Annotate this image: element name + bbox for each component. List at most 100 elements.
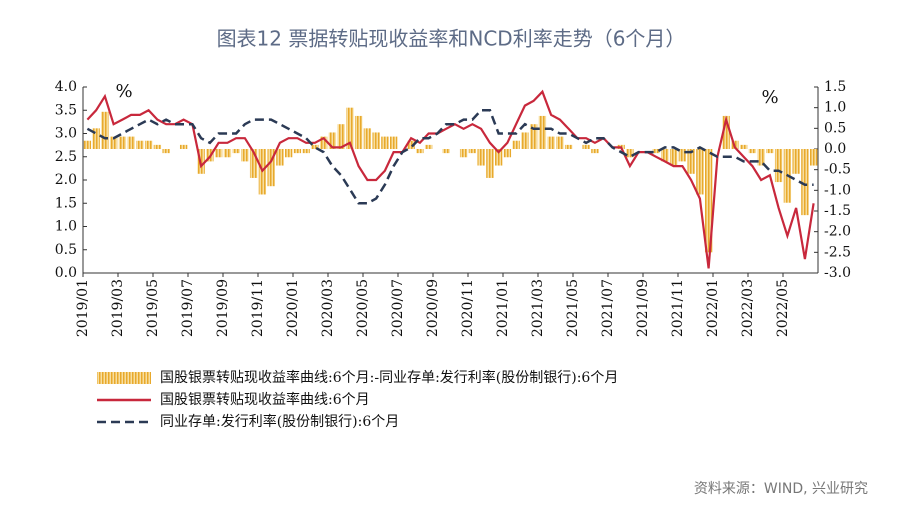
y2-tick-label: -0.5 (824, 162, 851, 178)
bar (83, 140, 92, 149)
y2-unit: % (761, 87, 778, 108)
bar (696, 149, 704, 195)
bar (687, 149, 695, 174)
bar (214, 149, 223, 158)
x-tick-label: 2019/07 (180, 279, 196, 337)
bar (704, 149, 713, 253)
bar (389, 136, 398, 149)
bar (494, 149, 503, 166)
y2-tick-label: 0.5 (824, 120, 846, 136)
bar (669, 149, 678, 166)
y-tick-label: 0.0 (55, 265, 77, 281)
bar (748, 149, 757, 154)
bar (293, 149, 302, 154)
x-tick-label: 2021/05 (565, 279, 581, 337)
y2-tick-label: -1.5 (824, 203, 851, 219)
x-tick-label: 2020/03 (320, 279, 336, 337)
bar (486, 149, 494, 178)
x-tick-label: 2020/07 (390, 279, 406, 337)
dashed-line (86, 109, 814, 205)
line (86, 89, 815, 269)
legend-label: 国股银票转贴现收益率曲线:6个月 (160, 391, 370, 408)
bar (529, 124, 538, 149)
y-tick-label: 0.5 (55, 242, 77, 258)
y2-tick-label: -1.0 (824, 182, 851, 198)
bar (241, 149, 249, 162)
x-tick-label: 2021/07 (600, 279, 616, 337)
x-tick-label: 2020/09 (425, 279, 441, 337)
bar (801, 149, 809, 216)
bar (276, 149, 284, 166)
bar (556, 136, 564, 149)
bar (337, 124, 345, 149)
bar (722, 115, 730, 149)
x-tick-label: 2022/03 (740, 279, 756, 337)
bar (416, 149, 424, 154)
bar (521, 132, 529, 149)
bar (223, 149, 232, 158)
y2-tick-label: 0.0 (824, 141, 846, 157)
bar (547, 136, 555, 149)
x-tick-label: 2019/03 (110, 279, 126, 337)
x-tick-label: 2019/11 (250, 279, 266, 337)
bar (372, 132, 380, 149)
bar (346, 107, 354, 149)
y-tick-label: 3.5 (55, 102, 77, 118)
bar (302, 149, 310, 154)
bar (626, 149, 634, 158)
bar (232, 149, 240, 154)
bar (354, 115, 363, 149)
y-tick-label: 3.0 (55, 126, 77, 142)
legend-swatch (97, 372, 151, 384)
y-unit: % (115, 81, 132, 102)
bar (739, 144, 748, 149)
bar (442, 149, 450, 154)
bar (267, 149, 275, 187)
legend-label: 同业存单:发行利率(股份制银行):6个月 (160, 413, 399, 430)
bar (766, 149, 774, 154)
x-tick-label: 2019/01 (75, 279, 91, 337)
bar (407, 140, 415, 149)
x-tick-label: 2020/01 (285, 279, 301, 337)
x-tick-label: 2021/03 (530, 279, 546, 337)
chart-title: 图表12 票据转贴现收益率和NCD利率走势（6个月） (217, 27, 686, 51)
y2-tick-label: -3.0 (824, 265, 851, 281)
bar (144, 140, 153, 149)
x-tick-label: 2020/05 (355, 279, 371, 337)
y-tick-label: 1.0 (55, 219, 77, 235)
y2-tick-label: 1.5 (824, 79, 846, 95)
bar (381, 136, 389, 149)
bar (503, 149, 512, 158)
bar (179, 144, 188, 149)
bar (311, 144, 319, 149)
x-tick-label: 2021/11 (670, 279, 686, 337)
bar (127, 136, 135, 149)
bar (792, 149, 800, 174)
y2-tick-label: -2.5 (824, 244, 851, 260)
bar (319, 136, 328, 149)
bar (162, 149, 170, 154)
bar (328, 132, 337, 149)
bar (118, 136, 127, 149)
x-tick-label: 2019/05 (145, 279, 161, 337)
bar (564, 144, 573, 149)
y-tick-label: 4.0 (55, 79, 77, 95)
bar (424, 144, 433, 149)
y2-tick-label: 1.0 (824, 100, 846, 116)
bar (468, 149, 477, 154)
y-tick-label: 1.5 (55, 195, 77, 211)
x-tick-label: 2019/09 (215, 279, 231, 337)
bar (249, 149, 258, 178)
bar (582, 144, 590, 149)
bar (512, 140, 520, 149)
source: 资料来源：WIND, 兴业研究 (694, 481, 868, 497)
bar (101, 111, 109, 149)
x-tick-label: 2021/01 (495, 279, 511, 337)
bar (477, 149, 485, 166)
y-tick-label: 2.5 (55, 149, 77, 165)
bar (757, 149, 765, 166)
bar (136, 140, 144, 149)
bar (538, 115, 547, 149)
bar (809, 149, 818, 166)
